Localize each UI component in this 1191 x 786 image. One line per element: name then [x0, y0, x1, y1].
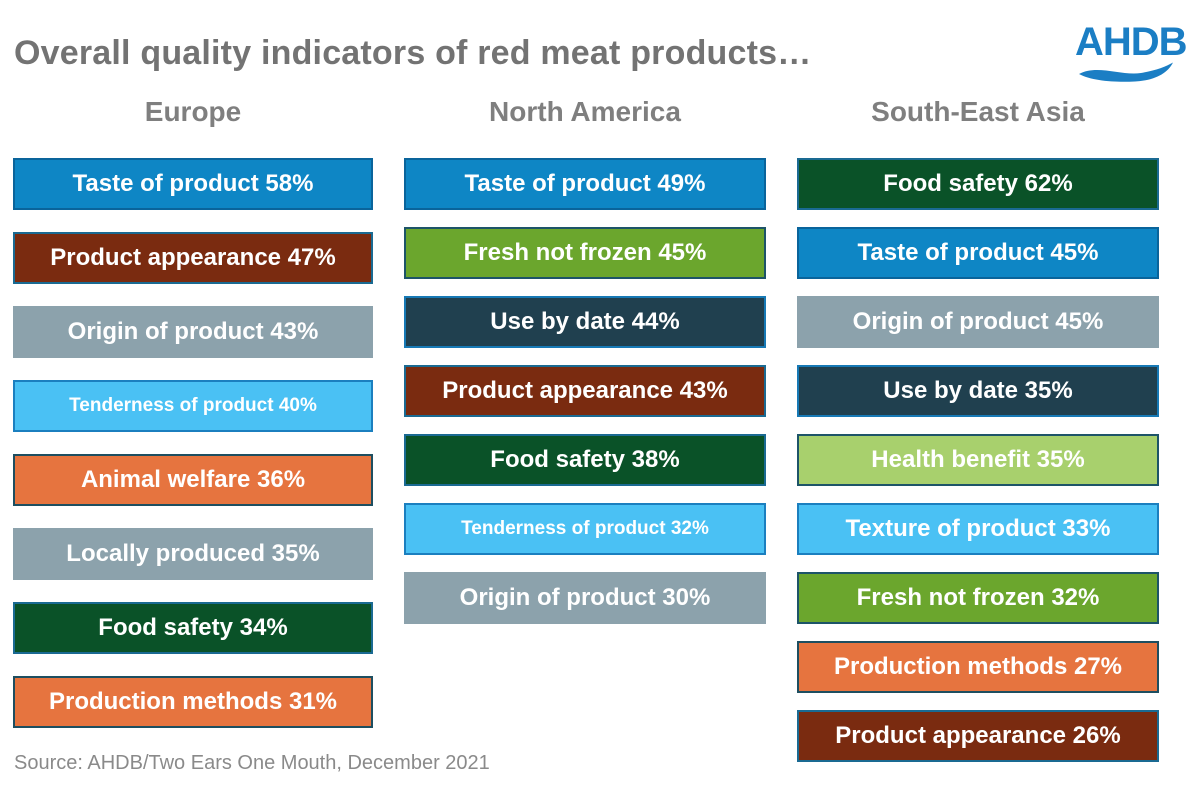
indicator-list: Taste of product 49% Fresh not frozen 45%… — [404, 158, 766, 624]
indicator-box-taste-of-product: Taste of product 49% — [404, 158, 766, 210]
indicator-box-fresh-not-frozen: Fresh not frozen 32% — [797, 572, 1159, 624]
indicator-list: Taste of product 58% Product appearance 4… — [13, 158, 373, 728]
indicator-box-production-methods: Production methods 27% — [797, 641, 1159, 693]
indicator-box-product-appearance: Product appearance 47% — [13, 232, 373, 284]
indicator-label: Animal welfare 36% — [80, 466, 306, 493]
indicator-box-production-methods: Production methods 31% — [13, 676, 373, 728]
regions-container: Europe Taste of product 58% Product appear… — [13, 96, 1159, 762]
indicator-box-food-safety: Food safety 34% — [13, 602, 373, 654]
indicator-label: Product appearance 47% — [50, 244, 336, 271]
source-caption: Source: AHDB/Two Ears One Mouth, Decembe… — [14, 752, 490, 774]
indicator-label: Texture of product 33% — [845, 515, 1111, 542]
indicator-label: Food safety 38% — [490, 446, 680, 473]
indicator-label: Taste of product 49% — [464, 170, 706, 197]
indicator-box-origin-of-product: Origin of product 43% — [13, 306, 373, 358]
indicator-box-tenderness-of-product: Tenderness of product 40% — [13, 380, 373, 432]
region-column-north-america: North America Taste of product 49% Fresh n… — [404, 96, 766, 762]
indicator-label: Tenderness of product 40% — [69, 395, 317, 416]
region-column-south-east-asia: South-East Asia Food safety 62% Taste of p… — [797, 96, 1159, 762]
indicator-label: Food safety 34% — [98, 614, 288, 641]
indicator-box-origin-of-product: Origin of product 30% — [404, 572, 766, 624]
indicator-label: Production methods 31% — [48, 688, 338, 715]
page-title: Overall quality indicators of red meat p… — [14, 34, 812, 72]
indicator-label: Use by date 44% — [490, 308, 680, 335]
indicator-label: Product appearance 26% — [835, 722, 1121, 749]
wave-swoosh-icon — [1079, 62, 1173, 82]
indicator-label: Product appearance 43% — [442, 377, 728, 404]
indicator-box-food-safety: Food safety 62% — [797, 158, 1159, 210]
region-header-north-america: North America — [489, 96, 681, 127]
indicator-label: Origin of product 43% — [67, 318, 319, 345]
ahdb-logo: AHDB — [1075, 20, 1188, 82]
indicator-label: Use by date 35% — [883, 377, 1073, 404]
indicator-box-taste-of-product: Taste of product 45% — [797, 227, 1159, 279]
indicator-box-food-safety: Food safety 38% — [404, 434, 766, 486]
indicator-label: Food safety 62% — [883, 170, 1073, 197]
indicator-box-use-by-date: Use by date 35% — [797, 365, 1159, 417]
indicator-label: Production methods 27% — [833, 653, 1123, 680]
indicator-box-tenderness-of-product: Tenderness of product 32% — [404, 503, 766, 555]
indicator-box-origin-of-product: Origin of product 45% — [797, 296, 1159, 348]
indicator-label: Health benefit 35% — [871, 446, 1085, 473]
indicator-box-product-appearance: Product appearance 43% — [404, 365, 766, 417]
region-header-europe: Europe — [144, 96, 242, 127]
indicator-label: Taste of product 58% — [72, 170, 314, 197]
indicator-label: Tenderness of product 32% — [461, 518, 709, 539]
indicator-label: Fresh not frozen 45% — [463, 239, 707, 266]
indicator-box-use-by-date: Use by date 44% — [404, 296, 766, 348]
indicator-box-animal-welfare: Animal welfare 36% — [13, 454, 373, 506]
indicator-box-taste-of-product: Taste of product 58% — [13, 158, 373, 210]
indicator-box-health-benefit: Health benefit 35% — [797, 434, 1159, 486]
indicator-label: Locally produced 35% — [66, 540, 320, 567]
region-column-europe: Europe Taste of product 58% Product appear… — [13, 96, 373, 762]
indicator-box-locally-produced: Locally produced 35% — [13, 528, 373, 580]
indicator-label: Fresh not frozen 32% — [856, 584, 1100, 611]
indicator-box-fresh-not-frozen: Fresh not frozen 45% — [404, 227, 766, 279]
ahdb-logo-text: AHDB — [1075, 20, 1188, 64]
indicator-box-texture-of-product: Texture of product 33% — [797, 503, 1159, 555]
indicator-box-product-appearance: Product appearance 26% — [797, 710, 1159, 762]
region-header-south-east-asia: South-East Asia — [871, 96, 1085, 127]
indicator-label: Taste of product 45% — [857, 239, 1099, 266]
indicator-label: Origin of product 45% — [852, 308, 1104, 335]
indicator-list: Food safety 62% Taste of product 45% Origi… — [797, 158, 1159, 762]
indicator-label: Origin of product 30% — [459, 584, 711, 611]
